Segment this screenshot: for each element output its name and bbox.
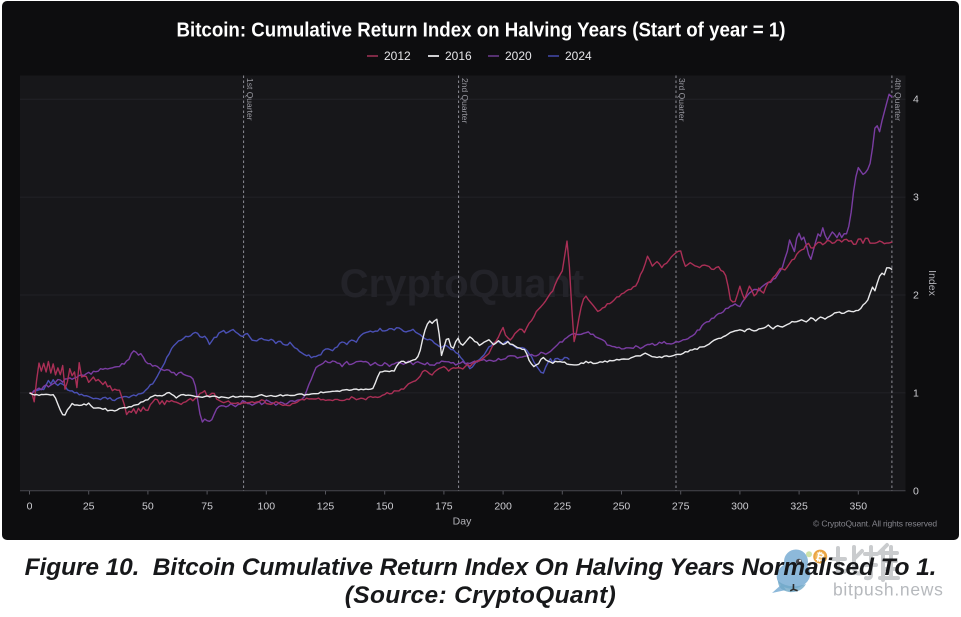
svg-text:3: 3 bbox=[913, 192, 919, 204]
svg-text:275: 275 bbox=[672, 501, 690, 513]
svg-text:75: 75 bbox=[201, 501, 213, 513]
svg-text:150: 150 bbox=[376, 501, 394, 513]
svg-text:Index: Index bbox=[926, 270, 938, 296]
svg-text:2012: 2012 bbox=[384, 49, 411, 63]
svg-text:4th Quarter: 4th Quarter bbox=[893, 78, 903, 121]
svg-text:Day: Day bbox=[453, 516, 472, 528]
svg-text:Bitcoin: Cumulative Return Ind: Bitcoin: Cumulative Return Index on Halv… bbox=[177, 20, 786, 42]
svg-text:bitpush.news: bitpush.news bbox=[833, 580, 944, 600]
svg-text:100: 100 bbox=[258, 501, 276, 513]
svg-text:2: 2 bbox=[913, 290, 919, 302]
svg-text:1st Quarter: 1st Quarter bbox=[245, 78, 255, 121]
svg-text:4: 4 bbox=[913, 94, 919, 106]
svg-text:350: 350 bbox=[850, 501, 868, 513]
svg-text:0: 0 bbox=[913, 485, 919, 497]
svg-text:300: 300 bbox=[731, 501, 749, 513]
svg-text:CryptoQuant: CryptoQuant bbox=[340, 262, 584, 306]
svg-text:50: 50 bbox=[142, 501, 154, 513]
svg-text:2020: 2020 bbox=[505, 49, 532, 63]
svg-text:₿: ₿ bbox=[814, 551, 825, 565]
svg-text:2016: 2016 bbox=[445, 49, 472, 63]
svg-text:225: 225 bbox=[554, 501, 572, 513]
svg-text:1: 1 bbox=[913, 387, 919, 399]
svg-text:175: 175 bbox=[435, 501, 453, 513]
svg-text:200: 200 bbox=[494, 501, 512, 513]
svg-text:25: 25 bbox=[83, 501, 95, 513]
svg-text:3rd Quarter: 3rd Quarter bbox=[677, 78, 687, 122]
svg-text:250: 250 bbox=[613, 501, 631, 513]
svg-text:325: 325 bbox=[790, 501, 808, 513]
svg-text:© CryptoQuant. All rights rese: © CryptoQuant. All rights reserved bbox=[813, 519, 937, 529]
svg-text:125: 125 bbox=[317, 501, 335, 513]
svg-text:2024: 2024 bbox=[565, 49, 592, 63]
svg-text:2nd Quarter: 2nd Quarter bbox=[460, 78, 470, 124]
svg-text:0: 0 bbox=[27, 501, 33, 513]
